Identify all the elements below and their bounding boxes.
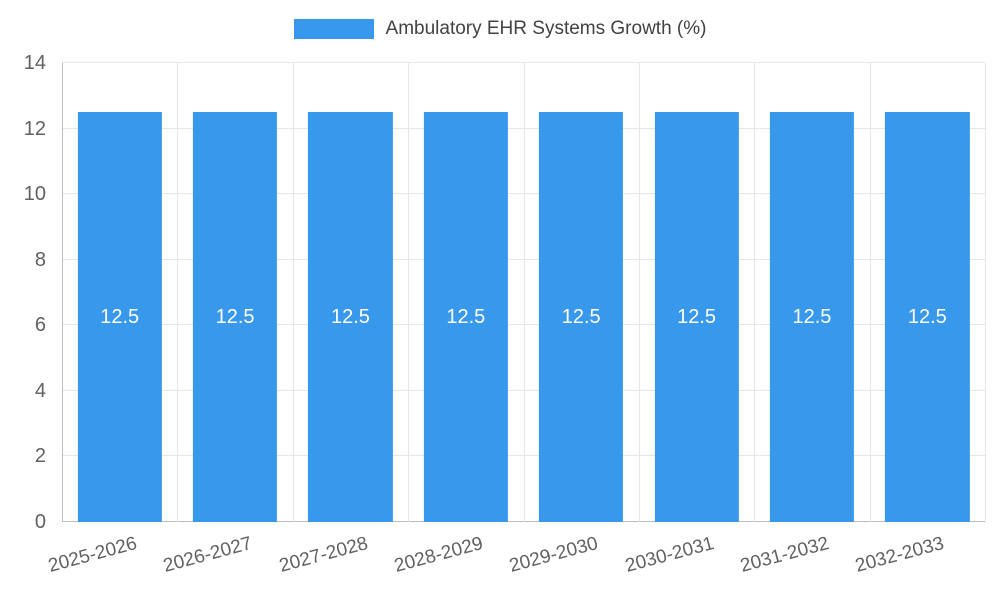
vertical-gridline xyxy=(292,63,294,522)
vertical-gridline xyxy=(638,63,640,522)
y-axis-tick-label: 12 xyxy=(23,117,46,140)
y-axis-tick-label: 8 xyxy=(34,248,46,271)
vertical-gridline xyxy=(408,63,410,522)
x-axis: 2025-2026 2026-2027 2027-2028 2028-2029 2029… xyxy=(46,525,985,597)
x-axis-tick-label: 2032-2033 xyxy=(853,533,947,577)
vertical-gridline xyxy=(869,63,871,522)
x-axis-tick-label: 2030-2031 xyxy=(622,533,716,577)
vertical-gridline xyxy=(523,63,525,522)
y-axis-tick-label: 0 xyxy=(34,511,46,533)
y-axis-tick-label: 14 xyxy=(23,52,46,74)
vertical-gridline xyxy=(177,63,179,522)
x-axis-tick-label: 2027-2028 xyxy=(276,533,370,577)
bar[interactable] xyxy=(539,112,624,522)
legend-swatch-icon xyxy=(293,19,374,39)
bar[interactable] xyxy=(77,112,162,522)
bar-value-label: 12.5 xyxy=(561,306,601,329)
x-axis-tick-label: 2025-2026 xyxy=(45,533,140,577)
bar-value-label: 12.5 xyxy=(677,306,717,329)
bar[interactable] xyxy=(423,112,508,522)
bar-value-label: 12.5 xyxy=(330,306,370,329)
bar-value-label: 12.5 xyxy=(907,306,947,329)
bar[interactable] xyxy=(885,112,970,522)
y-axis-tick-label: 4 xyxy=(34,379,46,402)
bar-value-label: 12.5 xyxy=(215,306,255,329)
x-axis-tick-label: 2029-2030 xyxy=(507,533,601,577)
y-axis-tick-label: 10 xyxy=(23,183,46,206)
vertical-gridline xyxy=(985,63,986,522)
y-axis-tick-label: 2 xyxy=(34,445,46,468)
bar[interactable] xyxy=(654,112,739,522)
bar-value-label: 12.5 xyxy=(446,306,486,329)
y-axis-tick-label: 6 xyxy=(34,314,46,337)
bar[interactable] xyxy=(308,112,393,522)
bar-value-label: 12.5 xyxy=(792,306,832,329)
plot-area: 12.5 12.5 12.5 12.5 12.5 12.5 12.5 12.5 xyxy=(62,62,986,522)
x-axis-tick-label: 2031-2032 xyxy=(738,533,832,577)
bar-value-label: 12.5 xyxy=(100,306,140,329)
chart-legend[interactable]: Ambulatory EHR Systems Growth (%) xyxy=(0,18,1000,40)
bar[interactable] xyxy=(192,112,278,522)
vertical-gridline xyxy=(754,63,756,522)
y-axis-line xyxy=(62,63,63,522)
y-axis: 0 2 4 6 8 10 12 14 xyxy=(0,53,54,532)
legend-label: Ambulatory EHR Systems Growth (%) xyxy=(385,18,707,39)
horizontal-gridline xyxy=(62,62,985,63)
x-axis-tick-label: 2028-2029 xyxy=(392,533,486,577)
bar[interactable] xyxy=(769,112,855,522)
x-axis-tick-label: 2026-2027 xyxy=(161,533,255,577)
